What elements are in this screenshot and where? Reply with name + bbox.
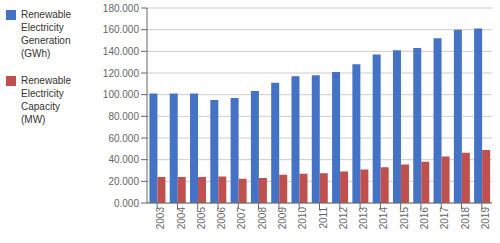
svg-text:2010: 2010 bbox=[297, 207, 308, 230]
svg-text:2011: 2011 bbox=[318, 207, 329, 229]
svg-text:100.000: 100.000 bbox=[103, 89, 140, 100]
svg-text:2017: 2017 bbox=[439, 207, 450, 230]
svg-text:20.000: 20.000 bbox=[108, 176, 139, 187]
svg-text:2006: 2006 bbox=[216, 207, 227, 230]
svg-text:2004: 2004 bbox=[176, 207, 187, 230]
svg-text:0.000: 0.000 bbox=[114, 198, 139, 209]
svg-text:2016: 2016 bbox=[419, 207, 430, 230]
svg-text:2009: 2009 bbox=[277, 207, 288, 230]
svg-text:2013: 2013 bbox=[358, 207, 369, 230]
svg-text:2018: 2018 bbox=[460, 207, 471, 230]
svg-text:2019: 2019 bbox=[480, 207, 491, 230]
svg-text:2015: 2015 bbox=[399, 207, 410, 230]
svg-text:40.000: 40.000 bbox=[108, 154, 139, 165]
html-text:Renewable Electricity Generati: Renewable Electricity Generation (GWh) bbox=[21, 9, 71, 59]
svg-text:2005: 2005 bbox=[196, 207, 207, 230]
html-text:Renewable Electricity Capacity: Renewable Electricity Capacity (MW) bbox=[21, 75, 71, 125]
svg-text:2007: 2007 bbox=[236, 207, 247, 230]
svg-text:140.000: 140.000 bbox=[103, 46, 140, 57]
svg-text:80.000: 80.000 bbox=[108, 111, 139, 122]
svg-text:160.000: 160.000 bbox=[103, 24, 140, 35]
svg-text:60.000: 60.000 bbox=[108, 133, 139, 144]
svg-text:120.000: 120.000 bbox=[103, 68, 140, 79]
svg-text:2012: 2012 bbox=[338, 207, 349, 230]
svg-text:2008: 2008 bbox=[257, 207, 268, 230]
svg-text:2003: 2003 bbox=[155, 207, 166, 230]
svg-text:2014: 2014 bbox=[378, 207, 389, 230]
svg-text:180.000: 180.000 bbox=[103, 3, 140, 14]
